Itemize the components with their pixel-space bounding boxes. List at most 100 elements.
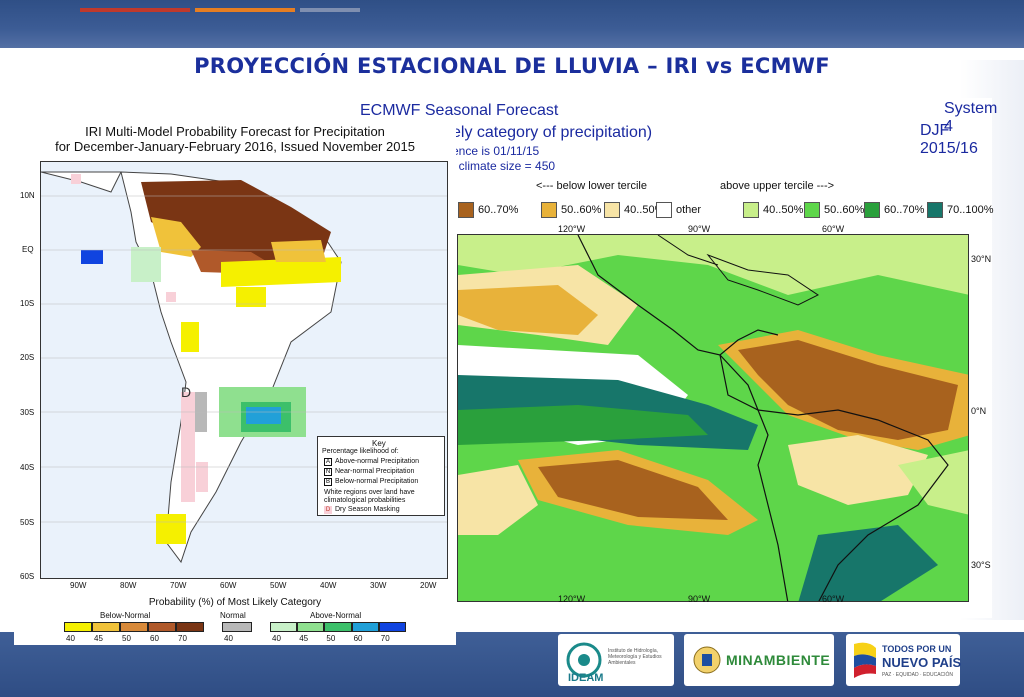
legend-swatch — [541, 202, 557, 218]
iri-lat-label: 10N — [20, 191, 35, 200]
legend-above-label: above upper tercile ---> — [720, 180, 835, 192]
ecmwf-map — [457, 234, 969, 602]
ideam-logo: IDEAM Instituto de Hidrología, Meteorolo… — [558, 634, 674, 686]
gov-line2: NUEVO PAÍS — [882, 655, 962, 670]
legend-swatch-label: 60..70% — [884, 204, 925, 216]
legend-swatch-label: other — [676, 204, 702, 216]
ec-lon-label: 120°W — [558, 224, 586, 234]
below-normal-label: Below-Normal — [100, 611, 151, 620]
colorbar-cell — [92, 622, 120, 632]
iri-lon-label: 40W — [320, 581, 337, 590]
ideam-emblem-icon — [566, 642, 602, 678]
legend-swatch-label: 50..60% — [561, 204, 602, 216]
iri-lat-label: 50S — [20, 518, 35, 527]
legend-swatch-label: 60..70% — [478, 204, 519, 216]
iri-lon-label: 60W — [220, 581, 237, 590]
normal-label: Normal — [220, 611, 246, 620]
ecmwf-info-line1: ence is 01/11/15 — [452, 144, 540, 158]
colorbar-cell — [148, 622, 176, 632]
ecmwf-subtitle: ely category of precipitation) — [452, 124, 653, 141]
iri-lat-label: 10S — [20, 299, 35, 308]
ecmwf-forecast-panel: ECMWF Seasonal Forecast System 4 DJF 201… — [352, 98, 997, 618]
iri-lat-label: 60S — [20, 572, 35, 581]
ideam-name: IDEAM — [568, 672, 604, 684]
legend-swatch — [604, 202, 620, 218]
colorbar-tick: 45 — [94, 634, 103, 643]
colorbar-tick: 40 — [224, 634, 233, 643]
colorbar-tick: 70 — [178, 634, 187, 643]
legend-swatch-label: 50..60% — [824, 204, 865, 216]
colorbar-cell — [222, 622, 252, 632]
iri-lat-label: 40S — [20, 463, 35, 472]
top-banner — [0, 0, 1024, 48]
colorbar-tick: 60 — [353, 634, 363, 643]
colorbar-tick: 40 — [272, 634, 281, 643]
colorbar-cell — [270, 622, 298, 632]
iri-lat-label: 30S — [20, 408, 35, 417]
colorbar-cell — [120, 622, 148, 632]
colorbar-cell — [351, 622, 379, 632]
iri-title-line1: IRI Multi-Model Probability Forecast for… — [85, 124, 385, 139]
key-b-box: B — [324, 478, 332, 486]
iri-forecast-panel: IRI Multi-Model Probability Forecast for… — [14, 119, 456, 645]
flag-icon — [854, 642, 876, 678]
dry-season-marker: D — [181, 384, 192, 400]
ecmwf-map-canvas — [458, 235, 968, 601]
ec-lat-label: 30°N — [971, 254, 992, 264]
key-a-text: Above-normal Precipitation — [335, 458, 420, 465]
legend-below-label: <--- below lower tercile — [536, 180, 647, 192]
ec-lat-label: 30°S — [971, 560, 991, 570]
colorbar-cell — [297, 622, 325, 632]
legend-swatch-label: 70..100% — [947, 204, 994, 216]
ec-lon-label: 90°W — [688, 224, 711, 234]
ec-lon-label: 120°W — [558, 594, 586, 604]
government-logo: TODOS POR UN NUEVO PAÍS PAZ · EQUIDAD · … — [846, 634, 962, 686]
colorbar-tick: 40 — [66, 634, 75, 643]
key-note-line1: White regions over land have — [324, 489, 415, 496]
key-note-line2: climatological probabilities — [324, 497, 406, 504]
ec-lon-label: 60°W — [822, 224, 845, 234]
iri-lat-label: EQ — [22, 245, 34, 254]
iri-lon-label: 30W — [370, 581, 387, 590]
ecmwf-system-label: System 4 — [944, 100, 998, 135]
iri-lon-label: 70W — [170, 581, 187, 590]
colorbar-tick: 50 — [326, 634, 336, 643]
legend-swatch — [927, 202, 943, 218]
iri-lat-label: 20S — [20, 353, 35, 362]
iri-lon-label: 80W — [120, 581, 137, 590]
legend-swatch — [458, 202, 474, 218]
ec-lon-label: 90°W — [688, 594, 711, 604]
minambiente-name: MINAMBIENTE — [726, 652, 831, 668]
legend-swatch — [743, 202, 759, 218]
colorbar-tick: 60 — [150, 634, 159, 643]
gov-line1: TODOS POR UN — [882, 644, 952, 654]
iri-map-canvas — [41, 162, 447, 578]
legend-swatch — [864, 202, 880, 218]
colorbar-tick: 45 — [299, 634, 309, 643]
legend-swatch-label: 40..50% — [763, 204, 804, 216]
iri-lon-label: 50W — [270, 581, 287, 590]
colorbar-cell — [324, 622, 352, 632]
key-n-box: N — [324, 468, 332, 476]
key-title: Key — [372, 439, 386, 448]
iri-lon-label: 90W — [70, 581, 87, 590]
iri-title-line2: for December-January-February 2016, Issu… — [55, 139, 415, 154]
key-a-box: A — [324, 458, 332, 466]
key-b-text: Below-normal Precipitation — [335, 478, 419, 485]
colorbar-cell — [378, 622, 406, 632]
probability-title: Probability (%) of Most Likely Category — [148, 597, 322, 608]
colorbar-tick: 70 — [380, 634, 390, 643]
minambiente-logo: MINAMBIENTE — [684, 634, 834, 686]
legend-swatch-label: 40..50% — [624, 204, 665, 216]
key-n-text: Near-normal Precipitation — [335, 468, 415, 475]
iri-map: D — [40, 161, 448, 579]
gov-line3: PAZ · EQUIDAD · EDUCACIÓN — [882, 672, 954, 678]
colorbar-cell — [176, 622, 204, 632]
key-dry-box: D — [324, 506, 332, 514]
ecmwf-header: ECMWF Seasonal Forecast — [360, 102, 559, 119]
key-dry-text: Dry Season Masking — [335, 506, 400, 513]
legend-swatch — [804, 202, 820, 218]
slide-title: PROYECCIÓN ESTACIONAL DE LLUVIA – IRI vs… — [194, 54, 830, 78]
ecmwf-info-line2: , climate size = 450 — [452, 159, 556, 173]
ideam-caption: Instituto de Hidrología, Meteorología y … — [608, 648, 662, 666]
